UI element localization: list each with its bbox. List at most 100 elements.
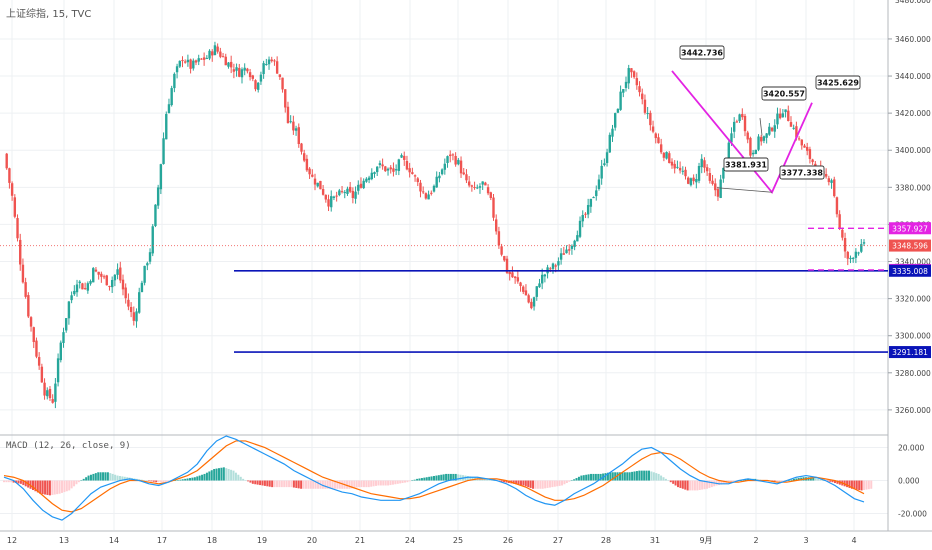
macd-histogram-bar [341, 480, 344, 489]
macd-histogram-bar [667, 480, 670, 482]
candle-body [221, 56, 225, 58]
macd-histogram-bar [237, 474, 240, 481]
candle-body [681, 170, 685, 172]
candle-body [503, 256, 506, 261]
macd-histogram-bar [640, 470, 643, 481]
macd-histogram-bar [220, 467, 223, 481]
candle-body [346, 188, 349, 194]
candle-body [743, 115, 747, 132]
macd-histogram-bar [181, 479, 184, 481]
candle-body [73, 290, 76, 295]
candle-body [67, 301, 71, 319]
candle-body [411, 172, 414, 174]
macd-histogram-bar [655, 473, 658, 481]
candle-body [654, 133, 657, 139]
macd-histogram-bar [411, 480, 414, 482]
macd-histogram-bar [391, 480, 394, 485]
macd-histogram-bar [275, 480, 278, 488]
x-tick-label: 25 [453, 536, 463, 545]
macd-histogram-bar [321, 480, 324, 489]
candle-body [651, 126, 655, 132]
macd-histogram-bar [483, 478, 486, 481]
candle-body [513, 276, 517, 279]
candle-body [457, 159, 460, 165]
macd-histogram-bar [568, 480, 571, 482]
macd-histogram-bar [710, 480, 713, 488]
macd-histogram-bar [423, 477, 426, 481]
candle-body [833, 179, 836, 197]
candle-body [5, 153, 8, 169]
candle-body [105, 275, 108, 286]
candle-body [338, 190, 341, 196]
candle-body [638, 86, 641, 93]
macd-histogram-bar [674, 480, 677, 486]
macd-histogram-bar [152, 480, 155, 482]
candle-body [678, 167, 682, 171]
macd-histogram-bar [29, 480, 32, 489]
candle-body [835, 197, 839, 215]
candle-body [19, 239, 22, 265]
macd-histogram-bar [41, 480, 44, 495]
candle-body [159, 164, 163, 190]
macd-histogram-bar [416, 478, 419, 481]
macd-histogram-bar [797, 478, 800, 481]
macd-histogram-bar [829, 480, 832, 482]
macd-histogram-bar [626, 472, 629, 481]
macd-histogram-bar [592, 473, 595, 481]
candle-body [749, 137, 752, 156]
price-callout-label: 3377.338 [781, 169, 823, 178]
candle-body [806, 146, 809, 151]
candle-body [219, 51, 222, 57]
x-tick-label: 20 [307, 536, 317, 545]
candle-body [741, 113, 744, 118]
macd-histogram-bar [58, 480, 61, 494]
macd-histogram-bar [614, 472, 617, 481]
macd-histogram-bar [515, 480, 518, 485]
macd-histogram-bar [580, 475, 583, 481]
candle-body [689, 178, 693, 186]
callout-connector [759, 118, 763, 136]
macd-histogram-bar [621, 472, 624, 481]
candle-body [803, 145, 806, 148]
candle-body [789, 122, 793, 127]
candle-body [16, 218, 19, 239]
macd-histogram-bar [94, 473, 97, 481]
macd-histogram-bar [553, 480, 556, 487]
candle-body [797, 138, 801, 140]
x-tick-label: 27 [553, 536, 563, 545]
candle-body [811, 159, 814, 163]
candle-body [862, 242, 866, 244]
macd-histogram-bar [285, 480, 288, 488]
x-tick-label: 12 [7, 536, 17, 545]
macd-histogram-bar [870, 480, 873, 489]
macd-histogram-bar [594, 473, 597, 481]
macd-histogram-bar [24, 480, 27, 487]
macd-histogram-bar [283, 480, 286, 488]
candle-body [851, 257, 855, 259]
candle-body [760, 136, 763, 142]
macd-histogram-bar [776, 480, 779, 483]
macd-histogram-bar [288, 480, 291, 488]
macd-histogram-bar [234, 472, 237, 481]
macd-histogram-bar [3, 480, 5, 483]
candle-body [370, 172, 373, 180]
macd-histogram-bar [703, 480, 706, 490]
macd-histogram-bar [99, 472, 102, 481]
candle-body [451, 154, 455, 156]
candle-body [359, 183, 363, 188]
candle-body [48, 388, 52, 399]
pattern-group: 3442.736 3381.931 3377.338 3420.557 3425.629 [671, 45, 861, 194]
macd-histogram-bar [358, 480, 361, 488]
macd-histogram-bar [239, 476, 242, 481]
candle-body [313, 178, 317, 185]
price-tag-box [889, 264, 931, 277]
candle-body [476, 187, 479, 189]
candle-body [419, 182, 422, 192]
x-tick-label: 14 [109, 536, 119, 545]
candle-body [54, 383, 57, 402]
candle-body [327, 199, 330, 207]
macd-histogram-bar [821, 480, 824, 482]
macd-line [3, 435, 865, 521]
x-tick-label: 13 [59, 536, 69, 545]
